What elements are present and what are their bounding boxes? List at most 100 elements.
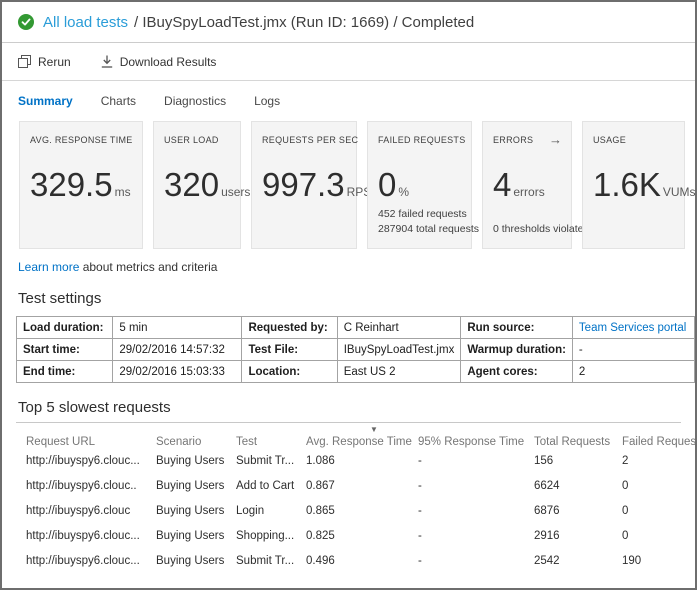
col-failed-requests[interactable]: Failed Requests [622,436,697,448]
metric-cards: AVG. RESPONSE TIME 329.5 ms USER LOAD 320… [19,121,695,249]
breadcrumb-all-load-tests-link[interactable]: All load tests [43,13,129,31]
col-avg-response-time[interactable]: ▼ Avg. Response Time [306,425,412,448]
learn-more-rest: about metrics and criteria [79,260,218,274]
total-requests: 6624 [534,479,560,492]
request-row[interactable]: http://ibuyspy6.clouc.. Buying Users Add… [26,473,693,498]
card-value: 1.6K [593,166,661,203]
col-test[interactable]: Test [236,436,258,448]
top5-header-row: Request URL Scenario Test ▼ Avg. Response… [26,425,695,448]
col-scenario[interactable]: Scenario [156,436,202,448]
test-name: Login [236,504,265,517]
test-settings-table: Load duration: 5 min Requested by: C Rei… [15,316,695,383]
setting-label: End time: [15,360,114,383]
download-results-label: Download Results [119,54,217,69]
request-row[interactable]: http://ibuyspy6.clouc... Buying Users Sh… [26,523,693,548]
card-value: 329.5 [30,166,113,203]
run-source-link[interactable]: Team Services portal [571,316,695,339]
failed-requests: 0 [622,479,629,492]
card-value: 997.3 [262,166,345,203]
card-unit: RPS [346,185,372,199]
request-url: http://ibuyspy6.clouc [26,504,131,517]
breadcrumb-current-run: / IBuySpyLoadTest.jmx (Run ID: 1669) / C… [134,13,475,31]
success-check-icon [18,14,34,30]
tab-bar: Summary Charts Diagnostics Logs [2,81,695,108]
setting-label: Location: [241,360,338,383]
tab-logs[interactable]: Logs [254,94,281,108]
settings-row: Load duration: 5 min Requested by: C Rei… [15,316,695,339]
card-user-load: USER LOAD 320 users [153,121,250,249]
tab-charts[interactable]: Charts [100,94,137,108]
scenario: Buying Users [156,554,225,567]
learn-more-line: Learn more about metrics and criteria [18,260,679,274]
p95-response-time: - [418,504,422,517]
failed-requests: 190 [622,554,642,567]
setting-value: - [571,338,695,361]
setting-label: Run source: [460,316,573,339]
request-url: http://ibuyspy6.clouc... [26,454,140,467]
card-value: 0 [378,166,397,203]
request-url: http://ibuyspy6.clouc... [26,554,140,567]
tab-diagnostics[interactable]: Diagnostics [164,94,227,108]
setting-value: 29/02/2016 14:57:32 [112,338,243,361]
setting-label: Requested by: [241,316,338,339]
download-results-button[interactable]: Download Results [101,54,217,69]
card-value: 4 [493,166,512,203]
setting-value: IBuySpyLoadTest.jmx [336,338,462,361]
sort-desc-icon: ▼ [370,425,378,434]
col-request-url[interactable]: Request URL [26,436,96,448]
errors-arrow-icon[interactable]: → [549,132,562,147]
rerun-icon [18,55,31,68]
avg-response-time: 0.865 [306,504,335,517]
setting-value: 2 [571,360,695,383]
card-title: AVG. RESPONSE TIME [30,135,133,145]
breadcrumb: All load tests / IBuySpyLoadTest.jmx (Ru… [2,2,695,43]
p95-response-time: - [418,554,422,567]
p95-response-time: - [418,529,422,542]
test-settings-heading: Test settings [18,290,102,307]
scenario: Buying Users [156,529,225,542]
total-requests: 2542 [534,554,560,567]
failed-requests: 0 [622,504,629,517]
download-icon [101,55,113,68]
col-total-requests[interactable]: Total Requests [534,436,611,448]
total-requests: 2916 [534,529,560,542]
card-unit: errors [513,185,545,199]
errors-detail: 0 thresholds violated [493,223,590,235]
setting-label: Load duration: [15,316,114,339]
setting-label: Start time: [15,338,114,361]
rerun-button[interactable]: Rerun [18,55,71,69]
col-95-response-time[interactable]: 95% Response Time [418,436,525,448]
setting-label: Agent cores: [460,360,573,383]
request-row[interactable]: http://ibuyspy6.clouc... Buying Users Su… [26,448,693,473]
card-title: FAILED REQUESTS [378,135,466,145]
settings-row: End time: 29/02/2016 15:03:33 Location: … [15,360,695,383]
scenario: Buying Users [156,479,225,492]
request-url: http://ibuyspy6.clouc.. [26,479,137,492]
total-requests: 156 [534,454,554,467]
rerun-label: Rerun [38,54,71,69]
setting-label: Warmup duration: [460,338,573,361]
card-unit: ms [114,185,131,199]
card-usage: USAGE 1.6K VUMs [582,121,695,249]
scenario: Buying Users [156,504,225,517]
p95-response-time: - [418,454,422,467]
p95-response-time: - [418,479,422,492]
avg-response-time: 0.825 [306,529,335,542]
card-avg-response-time: AVG. RESPONSE TIME 329.5 ms [19,121,143,249]
top5-divider [16,422,681,423]
setting-value: C Reinhart [336,316,462,339]
tab-summary[interactable]: Summary [18,94,73,108]
card-unit: VUMs [662,185,696,199]
learn-more-link[interactable]: Learn more [18,260,80,274]
total-requests: 6876 [534,504,560,517]
toolbar: Rerun Download Results [2,43,695,81]
avg-response-time: 0.867 [306,479,335,492]
card-value: 320 [164,166,220,203]
failed-requests: 2 [622,454,629,467]
request-row[interactable]: http://ibuyspy6.clouc... Buying Users Su… [26,548,693,573]
avg-response-time: 1.086 [306,454,335,467]
card-title: USER LOAD [164,135,219,145]
card-unit: users [221,185,251,199]
request-row[interactable]: http://ibuyspy6.clouc Buying Users Login… [26,498,693,523]
card-errors[interactable]: ERRORS → 4 errors 0 thresholds violated [482,121,589,249]
